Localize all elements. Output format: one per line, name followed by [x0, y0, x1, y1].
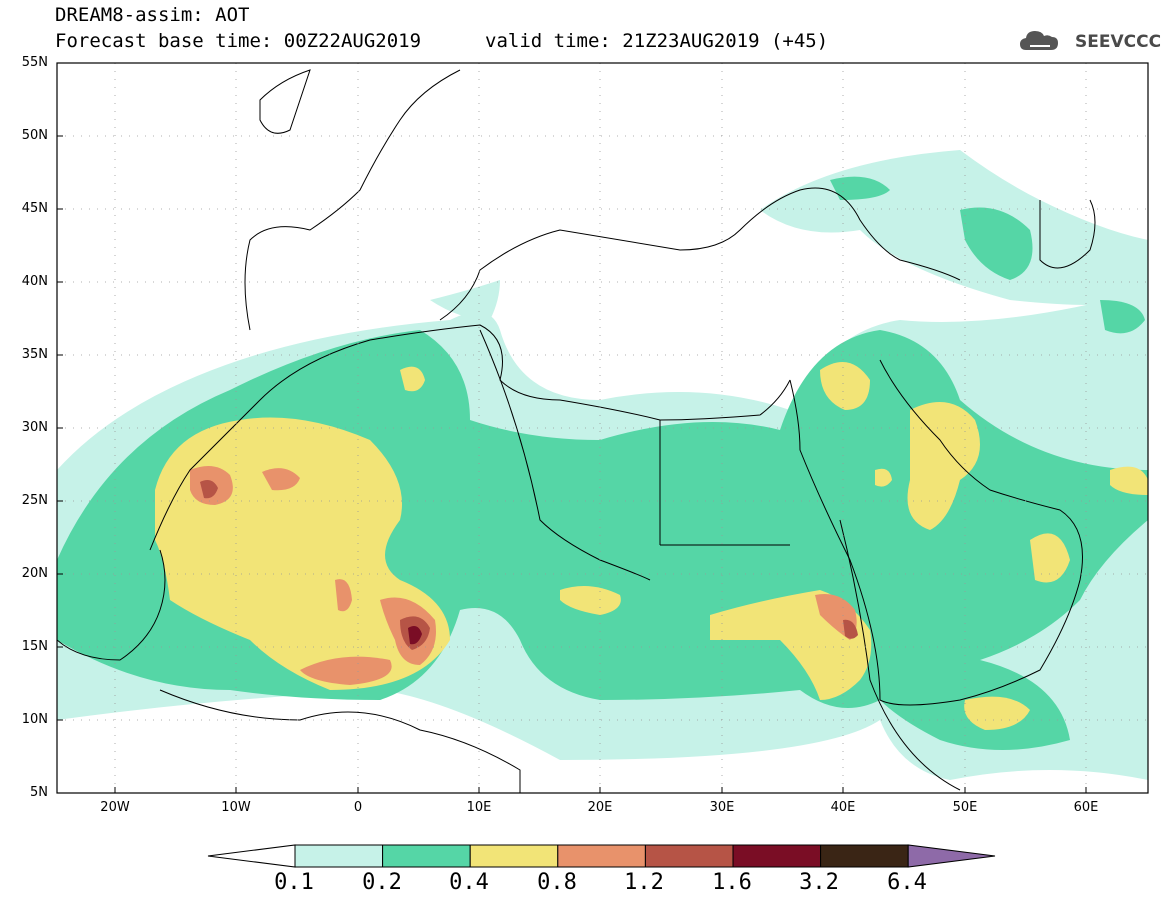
lat-label: 35N — [21, 347, 48, 362]
lat-label: 5N — [30, 785, 48, 800]
lat-label: 20N — [21, 566, 48, 581]
lon-label: 20E — [587, 800, 613, 815]
aot-band-1-6 — [408, 626, 422, 645]
lat-label: 40N — [21, 274, 48, 289]
map-title: DREAM8-assim: AOT — [55, 4, 250, 26]
graticule — [57, 63, 1148, 793]
colorbar-label: 6.4 — [887, 870, 927, 895]
colorbar-label: 0.2 — [362, 870, 402, 895]
lon-label: 60E — [1073, 800, 1099, 815]
valid-time: valid time: 21Z23AUG2019 (+45) — [485, 30, 829, 52]
lon-label: 40E — [830, 800, 856, 815]
lat-label: 30N — [21, 420, 48, 435]
lat-label: 15N — [21, 639, 48, 654]
colorbar-label: 0.1 — [274, 870, 314, 895]
lon-label: 0 — [353, 800, 363, 815]
cloud-logo-icon — [1020, 31, 1058, 50]
colorbar-label: 3.2 — [799, 870, 839, 895]
forecast-base-time: Forecast base time: 00Z22AUG2019 — [55, 30, 422, 52]
lat-label: 50N — [21, 128, 48, 143]
lat-label: 10N — [21, 712, 48, 727]
coastlines — [57, 69, 1096, 793]
lon-label: 20W — [100, 800, 130, 815]
colorbar-label: 0.4 — [449, 870, 489, 895]
colorbar-label: 0.8 — [537, 870, 577, 895]
colorbar-label: 1.6 — [712, 870, 752, 895]
tick-marks — [57, 135, 1087, 793]
colorbar-label: 1.2 — [624, 870, 664, 895]
lat-label: 55N — [21, 55, 48, 70]
logo-text: SEEVCCC — [1075, 32, 1162, 52]
lon-label: 10E — [466, 800, 492, 815]
lon-label: 30E — [709, 800, 735, 815]
lat-label: 45N — [21, 201, 48, 216]
lon-label: 50E — [952, 800, 978, 815]
lat-label: 25N — [21, 493, 48, 508]
lon-label: 10W — [221, 800, 251, 815]
